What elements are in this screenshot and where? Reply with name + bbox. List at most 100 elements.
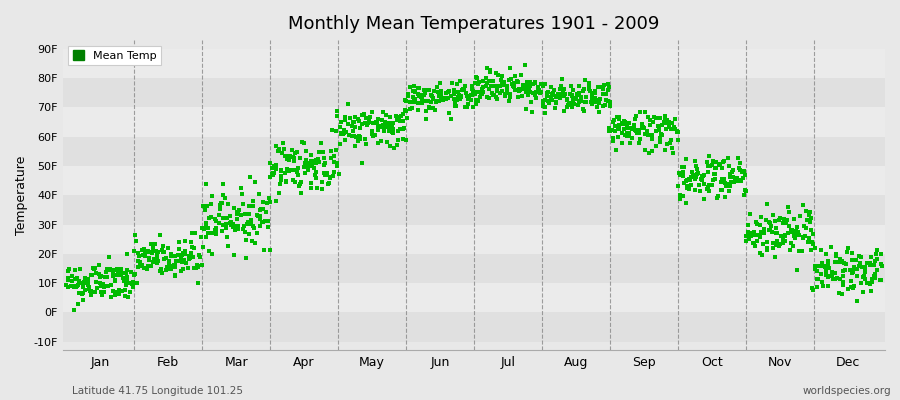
- Point: [873, 277, 887, 283]
- Point: [738, 186, 752, 193]
- Point: [496, 82, 510, 88]
- Point: [514, 72, 528, 78]
- Point: [208, 227, 222, 234]
- Point: [81, 276, 95, 282]
- Point: [383, 114, 398, 120]
- Point: [172, 238, 186, 245]
- Point: [837, 260, 851, 266]
- Point: [598, 102, 613, 108]
- Point: [199, 220, 213, 226]
- Point: [453, 94, 467, 100]
- Point: [818, 264, 832, 270]
- Point: [112, 287, 126, 293]
- Point: [528, 80, 543, 86]
- Point: [307, 164, 321, 171]
- Point: [334, 130, 348, 136]
- Point: [620, 124, 634, 131]
- Point: [690, 171, 705, 177]
- Point: [68, 267, 82, 273]
- Point: [87, 265, 102, 272]
- Point: [317, 170, 331, 176]
- Point: [475, 90, 490, 97]
- Point: [870, 247, 885, 254]
- Point: [447, 100, 462, 106]
- Point: [193, 254, 207, 260]
- Point: [167, 253, 182, 260]
- Point: [814, 279, 829, 286]
- Point: [191, 280, 205, 287]
- Point: [811, 276, 825, 282]
- Point: [147, 256, 161, 262]
- Point: [796, 233, 810, 240]
- Point: [784, 240, 798, 246]
- Point: [472, 93, 487, 100]
- Point: [603, 98, 617, 105]
- Point: [279, 178, 293, 184]
- Point: [259, 200, 274, 207]
- Point: [519, 83, 534, 89]
- Point: [561, 102, 575, 108]
- Point: [714, 178, 728, 185]
- Point: [549, 99, 563, 106]
- Point: [706, 158, 721, 164]
- Point: [329, 160, 344, 166]
- Point: [482, 86, 496, 92]
- Point: [544, 97, 558, 103]
- Point: [189, 265, 203, 271]
- Point: [273, 181, 287, 188]
- Point: [428, 107, 442, 113]
- Point: [269, 143, 284, 149]
- Point: [437, 96, 452, 102]
- Point: [589, 94, 603, 101]
- Point: [158, 266, 173, 273]
- Point: [120, 274, 134, 280]
- Point: [243, 174, 257, 180]
- Point: [484, 83, 499, 89]
- Point: [722, 162, 736, 169]
- Point: [668, 126, 682, 132]
- Point: [426, 95, 440, 101]
- Point: [742, 211, 757, 217]
- Point: [832, 259, 846, 265]
- Point: [308, 172, 322, 179]
- Point: [601, 81, 616, 88]
- Point: [694, 176, 708, 182]
- Point: [426, 105, 440, 111]
- Point: [301, 167, 315, 173]
- Point: [858, 276, 872, 282]
- Point: [717, 180, 732, 187]
- Point: [734, 177, 748, 184]
- Point: [338, 114, 352, 120]
- Point: [490, 86, 504, 93]
- Point: [445, 116, 459, 123]
- Point: [637, 130, 652, 137]
- Point: [746, 239, 760, 246]
- Point: [452, 91, 466, 98]
- Point: [253, 223, 267, 229]
- Point: [403, 99, 418, 105]
- Point: [145, 250, 159, 256]
- Point: [208, 216, 222, 222]
- Point: [376, 109, 391, 115]
- Point: [766, 239, 780, 246]
- Point: [766, 245, 780, 251]
- Point: [706, 170, 721, 177]
- Point: [482, 66, 497, 73]
- Point: [856, 274, 870, 280]
- Point: [262, 195, 276, 202]
- Point: [61, 268, 76, 274]
- Point: [454, 92, 468, 99]
- Point: [612, 115, 626, 122]
- Point: [187, 230, 202, 236]
- Point: [644, 133, 659, 139]
- Point: [785, 228, 799, 235]
- Point: [279, 179, 293, 185]
- Point: [750, 232, 764, 238]
- Point: [82, 286, 96, 292]
- Point: [334, 119, 348, 126]
- Point: [582, 80, 597, 87]
- Point: [118, 293, 132, 300]
- Point: [322, 174, 337, 181]
- Point: [355, 121, 369, 127]
- Point: [61, 266, 76, 272]
